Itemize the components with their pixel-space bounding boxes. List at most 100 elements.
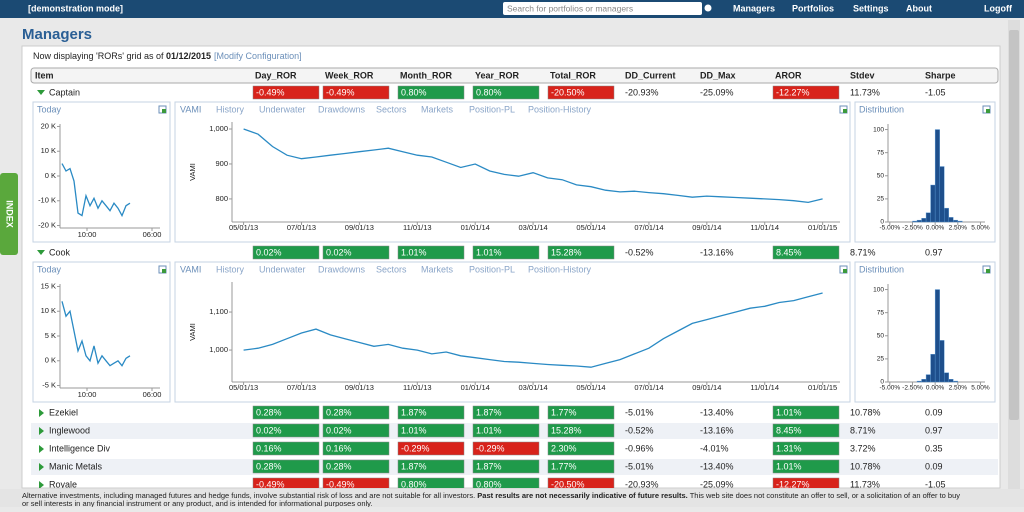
x-tick-label: 07/01/13 bbox=[287, 223, 316, 232]
column-header: Day_ROR bbox=[255, 70, 297, 80]
footer bbox=[0, 489, 1024, 507]
cell-value: 8.71% bbox=[850, 425, 876, 435]
x-tick-label: -5.00% bbox=[880, 225, 901, 232]
cell-box bbox=[547, 245, 615, 260]
tab[interactable]: Markets bbox=[421, 264, 454, 274]
cell-box bbox=[397, 85, 465, 100]
cell-box bbox=[397, 477, 465, 488]
scroll-thumb[interactable] bbox=[1009, 30, 1019, 420]
search-button[interactable] bbox=[704, 4, 712, 12]
cell-value: 0.09 bbox=[925, 461, 943, 471]
cell-value: 2.30% bbox=[551, 443, 577, 453]
cell-value: 0.28% bbox=[256, 461, 282, 471]
cell-value: -13.16% bbox=[700, 425, 734, 435]
tab[interactable]: History bbox=[216, 104, 245, 114]
header-row bbox=[30, 67, 999, 84]
cell-value: -20.50% bbox=[551, 87, 585, 97]
cell-value: -0.52% bbox=[625, 425, 654, 435]
histogram-bar bbox=[944, 372, 949, 383]
panel-title: Today bbox=[37, 264, 62, 274]
tab[interactable]: Drawdowns bbox=[318, 104, 366, 114]
expander[interactable] bbox=[39, 463, 44, 471]
x-tick-label: 5.00% bbox=[971, 225, 990, 232]
cell-value: 1.87% bbox=[401, 461, 427, 471]
panel-title: Distribution bbox=[859, 264, 904, 274]
tab[interactable]: Position-History bbox=[528, 104, 592, 114]
cell-value: -13.40% bbox=[700, 407, 734, 417]
y-tick-label: 25 bbox=[877, 356, 885, 363]
x-tick-label: 11/01/13 bbox=[403, 223, 432, 232]
row-name: Manic Metals bbox=[49, 461, 103, 471]
tab[interactable]: Position-History bbox=[528, 264, 592, 274]
panel-icon bbox=[986, 109, 990, 113]
column-header: DD_Max bbox=[700, 70, 736, 80]
cell-value: -0.49% bbox=[256, 87, 285, 97]
cell-box bbox=[322, 459, 390, 474]
x-tick-label: 5.00% bbox=[971, 385, 990, 392]
cell-value: -25.09% bbox=[700, 479, 734, 489]
cell-value: 11.73% bbox=[850, 479, 880, 489]
y-tick-label: 10 K bbox=[41, 146, 56, 155]
cell-value: 0.02% bbox=[256, 247, 282, 257]
index-tab[interactable] bbox=[0, 173, 18, 255]
x-tick-label: 03/01/14 bbox=[519, 223, 548, 232]
x-tick-label: 01/01/14 bbox=[461, 223, 490, 232]
y-tick-label: 50 bbox=[877, 172, 885, 179]
y-tick-label: 75 bbox=[877, 309, 885, 316]
cell-value: 0.35 bbox=[925, 443, 943, 453]
expander[interactable] bbox=[37, 250, 45, 255]
tab[interactable]: Sectors bbox=[376, 104, 407, 114]
x-tick-label: 11/01/14 bbox=[750, 223, 779, 232]
column-header: Week_ROR bbox=[325, 70, 374, 80]
histogram-bar bbox=[921, 218, 927, 223]
nav-link[interactable]: Logoff bbox=[984, 3, 1013, 13]
page-title: Managers bbox=[22, 26, 92, 43]
tab[interactable]: Underwater bbox=[259, 264, 306, 274]
nav-link[interactable]: Portfolios bbox=[792, 3, 834, 13]
disclaimer-bold: Past results are not necessarily indicat… bbox=[477, 491, 688, 500]
y-axis-label: VAMI bbox=[188, 323, 197, 341]
cell-box bbox=[252, 405, 320, 420]
cell-box bbox=[547, 441, 615, 456]
expander[interactable] bbox=[39, 481, 44, 489]
cell-value: 0.02% bbox=[256, 425, 282, 435]
nav-link[interactable]: About bbox=[906, 3, 932, 13]
modify-link[interactable]: [Modify Configuration] bbox=[214, 51, 302, 61]
status: Now displaying 'RORs' grid as of 01/12/2… bbox=[33, 51, 302, 61]
panel-icon bbox=[843, 109, 847, 113]
today-panel bbox=[32, 261, 171, 403]
y-tick-label: -10 K bbox=[38, 196, 56, 205]
cell-value: -0.96% bbox=[625, 443, 654, 453]
column-header: Year_ROR bbox=[475, 70, 520, 80]
y-tick-label: -5 K bbox=[42, 381, 56, 390]
tab[interactable]: Position-PL bbox=[469, 104, 515, 114]
cell-box bbox=[772, 245, 840, 260]
cell-box bbox=[547, 85, 615, 100]
x-tick-label: 07/01/14 bbox=[634, 383, 663, 392]
expander[interactable] bbox=[39, 445, 44, 453]
x-tick-label: 05/01/14 bbox=[576, 383, 605, 392]
cell-value: 0.16% bbox=[256, 443, 282, 453]
tab[interactable]: Position-PL bbox=[469, 264, 515, 274]
panel-icon bbox=[843, 269, 847, 273]
expander[interactable] bbox=[39, 409, 44, 417]
x-tick-label: 09/01/13 bbox=[345, 223, 374, 232]
cell-value: -0.49% bbox=[326, 87, 355, 97]
expander[interactable] bbox=[37, 90, 45, 95]
panel-title: Today bbox=[37, 104, 62, 114]
search-box[interactable] bbox=[503, 2, 702, 15]
tab[interactable]: History bbox=[216, 264, 245, 274]
column-header: Item bbox=[35, 70, 54, 80]
histogram-bar bbox=[912, 220, 918, 223]
cell-value: 0.28% bbox=[256, 407, 282, 417]
tab[interactable]: Drawdowns bbox=[318, 264, 366, 274]
nav-link[interactable]: Settings bbox=[853, 3, 889, 13]
nav-link[interactable]: Managers bbox=[733, 3, 775, 13]
tab[interactable]: Sectors bbox=[376, 264, 407, 274]
cell-value: 0.02% bbox=[326, 247, 352, 257]
tab[interactable]: Markets bbox=[421, 104, 454, 114]
tab[interactable]: Underwater bbox=[259, 104, 306, 114]
line-series bbox=[243, 128, 823, 204]
expander[interactable] bbox=[39, 427, 44, 435]
cell-value: 1.01% bbox=[476, 247, 502, 257]
